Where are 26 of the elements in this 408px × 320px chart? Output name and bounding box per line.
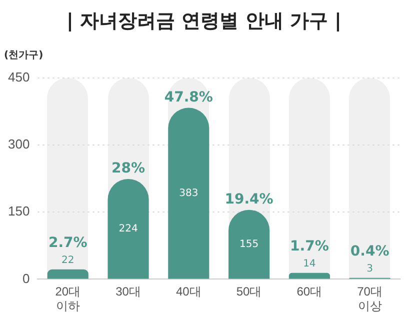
annotation: 47.8% xyxy=(164,89,213,106)
annotation: 28% xyxy=(112,160,146,177)
annotation: 19.4% xyxy=(224,191,274,208)
annotation: 1.7% xyxy=(290,238,329,255)
annotation: 0.4% xyxy=(350,244,390,260)
x-tick-label: 50대 xyxy=(236,284,262,299)
x-tick-label: 40대 xyxy=(176,284,202,299)
y-tick-label: 150 xyxy=(8,204,30,219)
data-label: 22 xyxy=(62,254,74,266)
bar xyxy=(288,272,330,279)
data-label: 224 xyxy=(118,224,138,235)
data-label: 14 xyxy=(303,258,316,270)
x-tick-label: 70대 이상 xyxy=(357,284,382,314)
annotation: 2.7% xyxy=(48,234,88,251)
chart-title: | 자녀장려금 연령별 안내 가구 | xyxy=(66,9,342,34)
data-label: 3 xyxy=(366,263,373,274)
data-label: 155 xyxy=(239,239,259,250)
data-label: 383 xyxy=(179,188,198,200)
x-tick-label: 20대 이하 xyxy=(55,284,81,314)
bar xyxy=(47,269,88,279)
x-tick-label: 30대 xyxy=(116,284,141,299)
y-tick-label: 450 xyxy=(8,69,30,84)
x-tick-label: 60대 xyxy=(296,284,322,299)
y-tick-label: 0 xyxy=(22,270,30,286)
y-axis-title: (천가구) xyxy=(4,49,44,62)
y-tick-label: 300 xyxy=(8,136,30,152)
